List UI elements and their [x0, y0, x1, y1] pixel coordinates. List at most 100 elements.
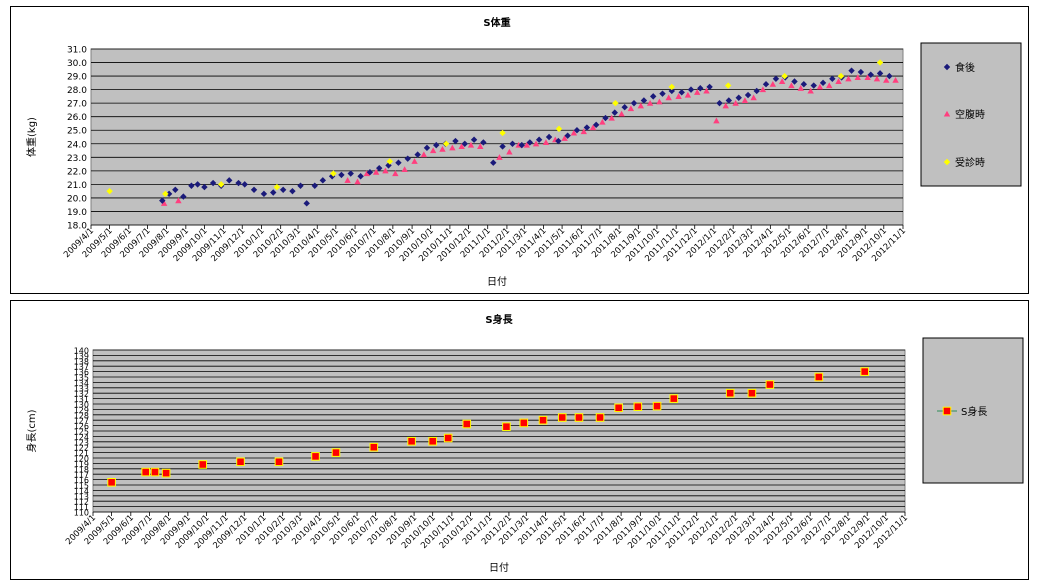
y-tick-label: 133 [74, 384, 89, 393]
data-point [395, 159, 402, 166]
data-point [857, 68, 865, 76]
data-point [640, 97, 648, 104]
data-point [732, 99, 739, 106]
chart-title: S体重 [483, 16, 510, 29]
y-tick-label: 19.0 [67, 208, 87, 218]
data-point [461, 140, 468, 147]
legend-marker [943, 110, 951, 117]
data-point [274, 457, 284, 467]
data-point [837, 72, 845, 80]
data-point [303, 200, 310, 207]
data-point [814, 372, 824, 382]
data-point [159, 197, 166, 204]
data-point [608, 114, 615, 121]
data-point [747, 388, 757, 398]
data-point [637, 102, 645, 109]
data-point [443, 433, 453, 443]
x-axis-label: 日付 [489, 561, 509, 574]
data-point [311, 452, 320, 461]
data-point [573, 127, 581, 134]
data-point [458, 143, 465, 150]
y-tick-label: 140 [74, 347, 89, 356]
y-tick-label: 121 [74, 449, 89, 458]
data-point [506, 148, 513, 155]
data-point [703, 87, 710, 94]
y-tick-label: 27.0 [67, 100, 87, 110]
y-tick-label: 130 [74, 401, 89, 410]
data-point [725, 82, 732, 89]
data-point [646, 99, 654, 106]
data-point [725, 97, 733, 104]
data-point [141, 467, 150, 477]
y-tick-label: 135 [74, 374, 89, 383]
data-point [490, 159, 497, 166]
data-point [319, 177, 327, 184]
data-point [583, 124, 591, 131]
data-point [354, 178, 361, 185]
data-point [694, 89, 701, 95]
y-tick-label: 129 [74, 406, 89, 415]
data-point [372, 169, 380, 175]
data-point [526, 139, 534, 146]
data-point [772, 75, 780, 82]
data-point [414, 151, 421, 158]
data-point [357, 173, 364, 180]
data-point [829, 75, 836, 82]
data-point [161, 468, 171, 478]
data-point [165, 190, 173, 198]
data-point [650, 93, 657, 100]
data-point [297, 182, 304, 189]
data-point [477, 143, 484, 150]
data-point [614, 403, 623, 413]
data-point [462, 419, 472, 429]
data-point [854, 74, 861, 80]
data-point [331, 448, 341, 457]
data-point [876, 59, 884, 66]
data-point [241, 181, 248, 188]
data-point [678, 89, 685, 96]
y-tick-label: 22.0 [67, 167, 87, 177]
data-point [778, 78, 786, 85]
y-tick-label: 20.0 [67, 194, 87, 204]
x-axis-label: 日付 [487, 275, 507, 288]
data-point [816, 83, 824, 90]
legend-label: 受診時 [955, 156, 985, 169]
data-point [344, 177, 351, 183]
data-point [845, 75, 852, 82]
data-point [753, 87, 760, 95]
data-point [725, 388, 735, 398]
y-tick-label: 21.0 [67, 181, 87, 191]
legend-marker [943, 158, 951, 166]
data-point [428, 436, 437, 446]
data-point [226, 177, 233, 184]
data-point [722, 102, 729, 109]
data-point [270, 189, 277, 196]
data-point [545, 133, 553, 141]
data-point [480, 139, 487, 146]
data-point [876, 70, 884, 77]
data-point [668, 83, 675, 91]
data-point [382, 167, 389, 174]
data-point [781, 72, 788, 80]
weight-chart: S体重 18.0 19.0 20.0 21.0 22.0 23.0 24.0 25.0 26.0 2… [25, 16, 1022, 288]
data-point [656, 98, 663, 105]
data-point [172, 186, 179, 193]
data-point [589, 124, 597, 131]
data-point [180, 193, 187, 200]
data-point [175, 197, 182, 204]
y-tick-label: 28.0 [67, 86, 87, 96]
data-point [235, 179, 242, 187]
data-point [107, 478, 116, 487]
data-point [621, 104, 628, 111]
data-point [467, 141, 475, 148]
data-point [892, 76, 899, 83]
data-point [404, 155, 411, 162]
data-point [580, 128, 587, 135]
data-point [595, 413, 605, 422]
data-point [338, 171, 345, 179]
data-point [797, 85, 804, 91]
data-point [535, 136, 543, 143]
height-chart: S身長1101111121131141151161171181191201211… [25, 313, 1024, 574]
y-tick-label: 23.0 [67, 154, 87, 164]
data-point [433, 141, 440, 149]
